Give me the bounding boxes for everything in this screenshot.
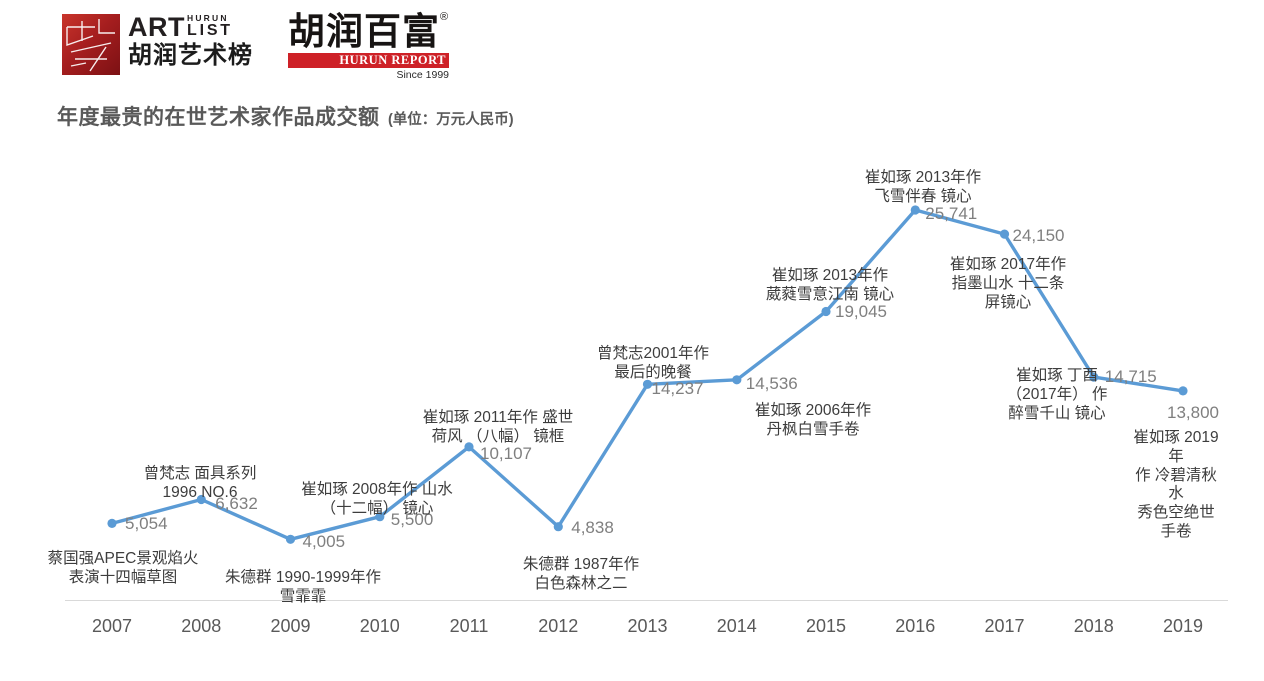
point-annotation-label: 曾梵志 面具系列 1996 NO.6 [143,465,257,501]
data-point-marker [285,534,296,544]
point-value-label: 5,500 [390,509,434,529]
point-annotation-label: 崔如琢 丁酉 （2017年） 作 醉雪千山 镜心 [1006,367,1108,422]
x-axis-label: 2010 [359,616,400,636]
data-point-marker [107,518,117,529]
point-annotation-label: 崔如琢 2013年作 葳蕤雪意江南 镜心 [765,267,895,303]
point-value-label: 14,237 [651,379,704,399]
data-point-marker [821,306,831,317]
data-point-marker [375,512,385,522]
x-axis-label: 2011 [449,616,489,636]
header: ART HURUN LIST 胡润艺术榜 胡润百富® HURUN REPORT … [0,0,1264,95]
data-point-marker [732,375,742,385]
point-annotation-label: 崔如琢 2008年作 山水 （十二幅） 镜心 [301,481,453,517]
point-value-label: 25,741 [925,204,978,224]
point-value-label: 5,054 [125,514,168,534]
point-value-label: 14,536 [745,373,798,393]
registered-trademark-icon: ® [440,11,449,23]
point-value-label: 4,005 [302,532,346,552]
x-axis-label: 2017 [984,616,1025,636]
hurun-logo-chinese: 胡润百富 [288,11,440,52]
x-axis-label: 2015 [805,616,847,636]
data-point-marker [1089,372,1099,382]
data-point-marker [553,522,563,532]
point-annotation-label: 蔡国强APEC景观焰火 表演十四幅草图 [47,550,199,586]
artlist-logo-chinese: 胡润艺术榜 [128,42,253,69]
point-annotation-label: 朱德群 1990-1999年作 雪霏霏 [225,569,381,605]
data-point-marker [999,229,1010,239]
data-point-marker [464,442,474,452]
point-value-label: 4,838 [571,517,614,537]
artlist-logo: ART HURUN LIST 胡润艺术榜 [62,14,253,75]
point-annotation-label: 崔如琢 2011年作 盛世 荷风 （八幅） 镜框 [422,409,574,445]
chart-title-unit: (单位：万元人民币) [387,112,514,128]
x-axis-label: 2018 [1073,616,1114,636]
x-axis-label: 2007 [91,616,133,636]
artlist-seal-icon [62,14,120,75]
x-axis-label: 2012 [538,616,579,636]
artlist-logo-hurun: HURUN [187,13,229,23]
hurun-logo-since: Since 1999 [396,69,449,81]
x-axis-label: 2019 [1162,616,1204,636]
point-annotation-label: 崔如琢 2013年作 飞雪伴春 镜心 [864,169,982,205]
x-axis-label: 2009 [270,616,311,636]
point-value-label: 14,715 [1104,367,1157,387]
data-point-marker [196,494,206,505]
chart-title-text: 年度最贵的在世艺术家作品成交额 [57,106,380,129]
x-axis-label: 2016 [895,616,936,636]
point-annotation-label: 崔如琢 2017年作 指墨山水 十二条 屏镜心 [949,256,1067,311]
point-annotation-label: 崔如琢 2019年 作 冷碧清秋水 秀色空绝世 手卷 [1133,429,1219,540]
hurun-logo-banner: HURUN REPORT [288,53,449,68]
chart-title: 年度最贵的在世艺术家作品成交额 (单位：万元人民币) [57,101,514,131]
x-axis-label: 2014 [716,616,757,636]
artlist-logo-art: ART [128,12,185,42]
x-axis-label: 2013 [627,616,668,636]
point-value-label: 10,107 [480,443,532,463]
point-value-label: 13,800 [1167,402,1219,422]
point-value-label: 24,150 [1012,226,1065,246]
point-annotation-label: 崔如琢 2006年作 丹枫白雪手卷 [754,402,872,438]
point-annotation-label: 曾梵志2001年作 最后的晚餐 [597,345,709,381]
point-value-label: 19,045 [835,302,887,322]
x-axis-line [65,600,1228,601]
data-point-marker [642,379,653,389]
artlist-logo-list: LIST [187,21,233,39]
data-point-marker [910,205,920,215]
point-annotation-label: 朱德群 1987年作 白色森林之二 [522,556,640,592]
data-point-marker [1178,386,1188,396]
artlist-logo-text: ART HURUN LIST 胡润艺术榜 [128,14,253,75]
hurun-report-logo: 胡润百富® HURUN REPORT Since 1999 [288,11,463,81]
x-axis-label: 2008 [181,616,222,636]
point-value-label: 6,632 [215,493,258,513]
